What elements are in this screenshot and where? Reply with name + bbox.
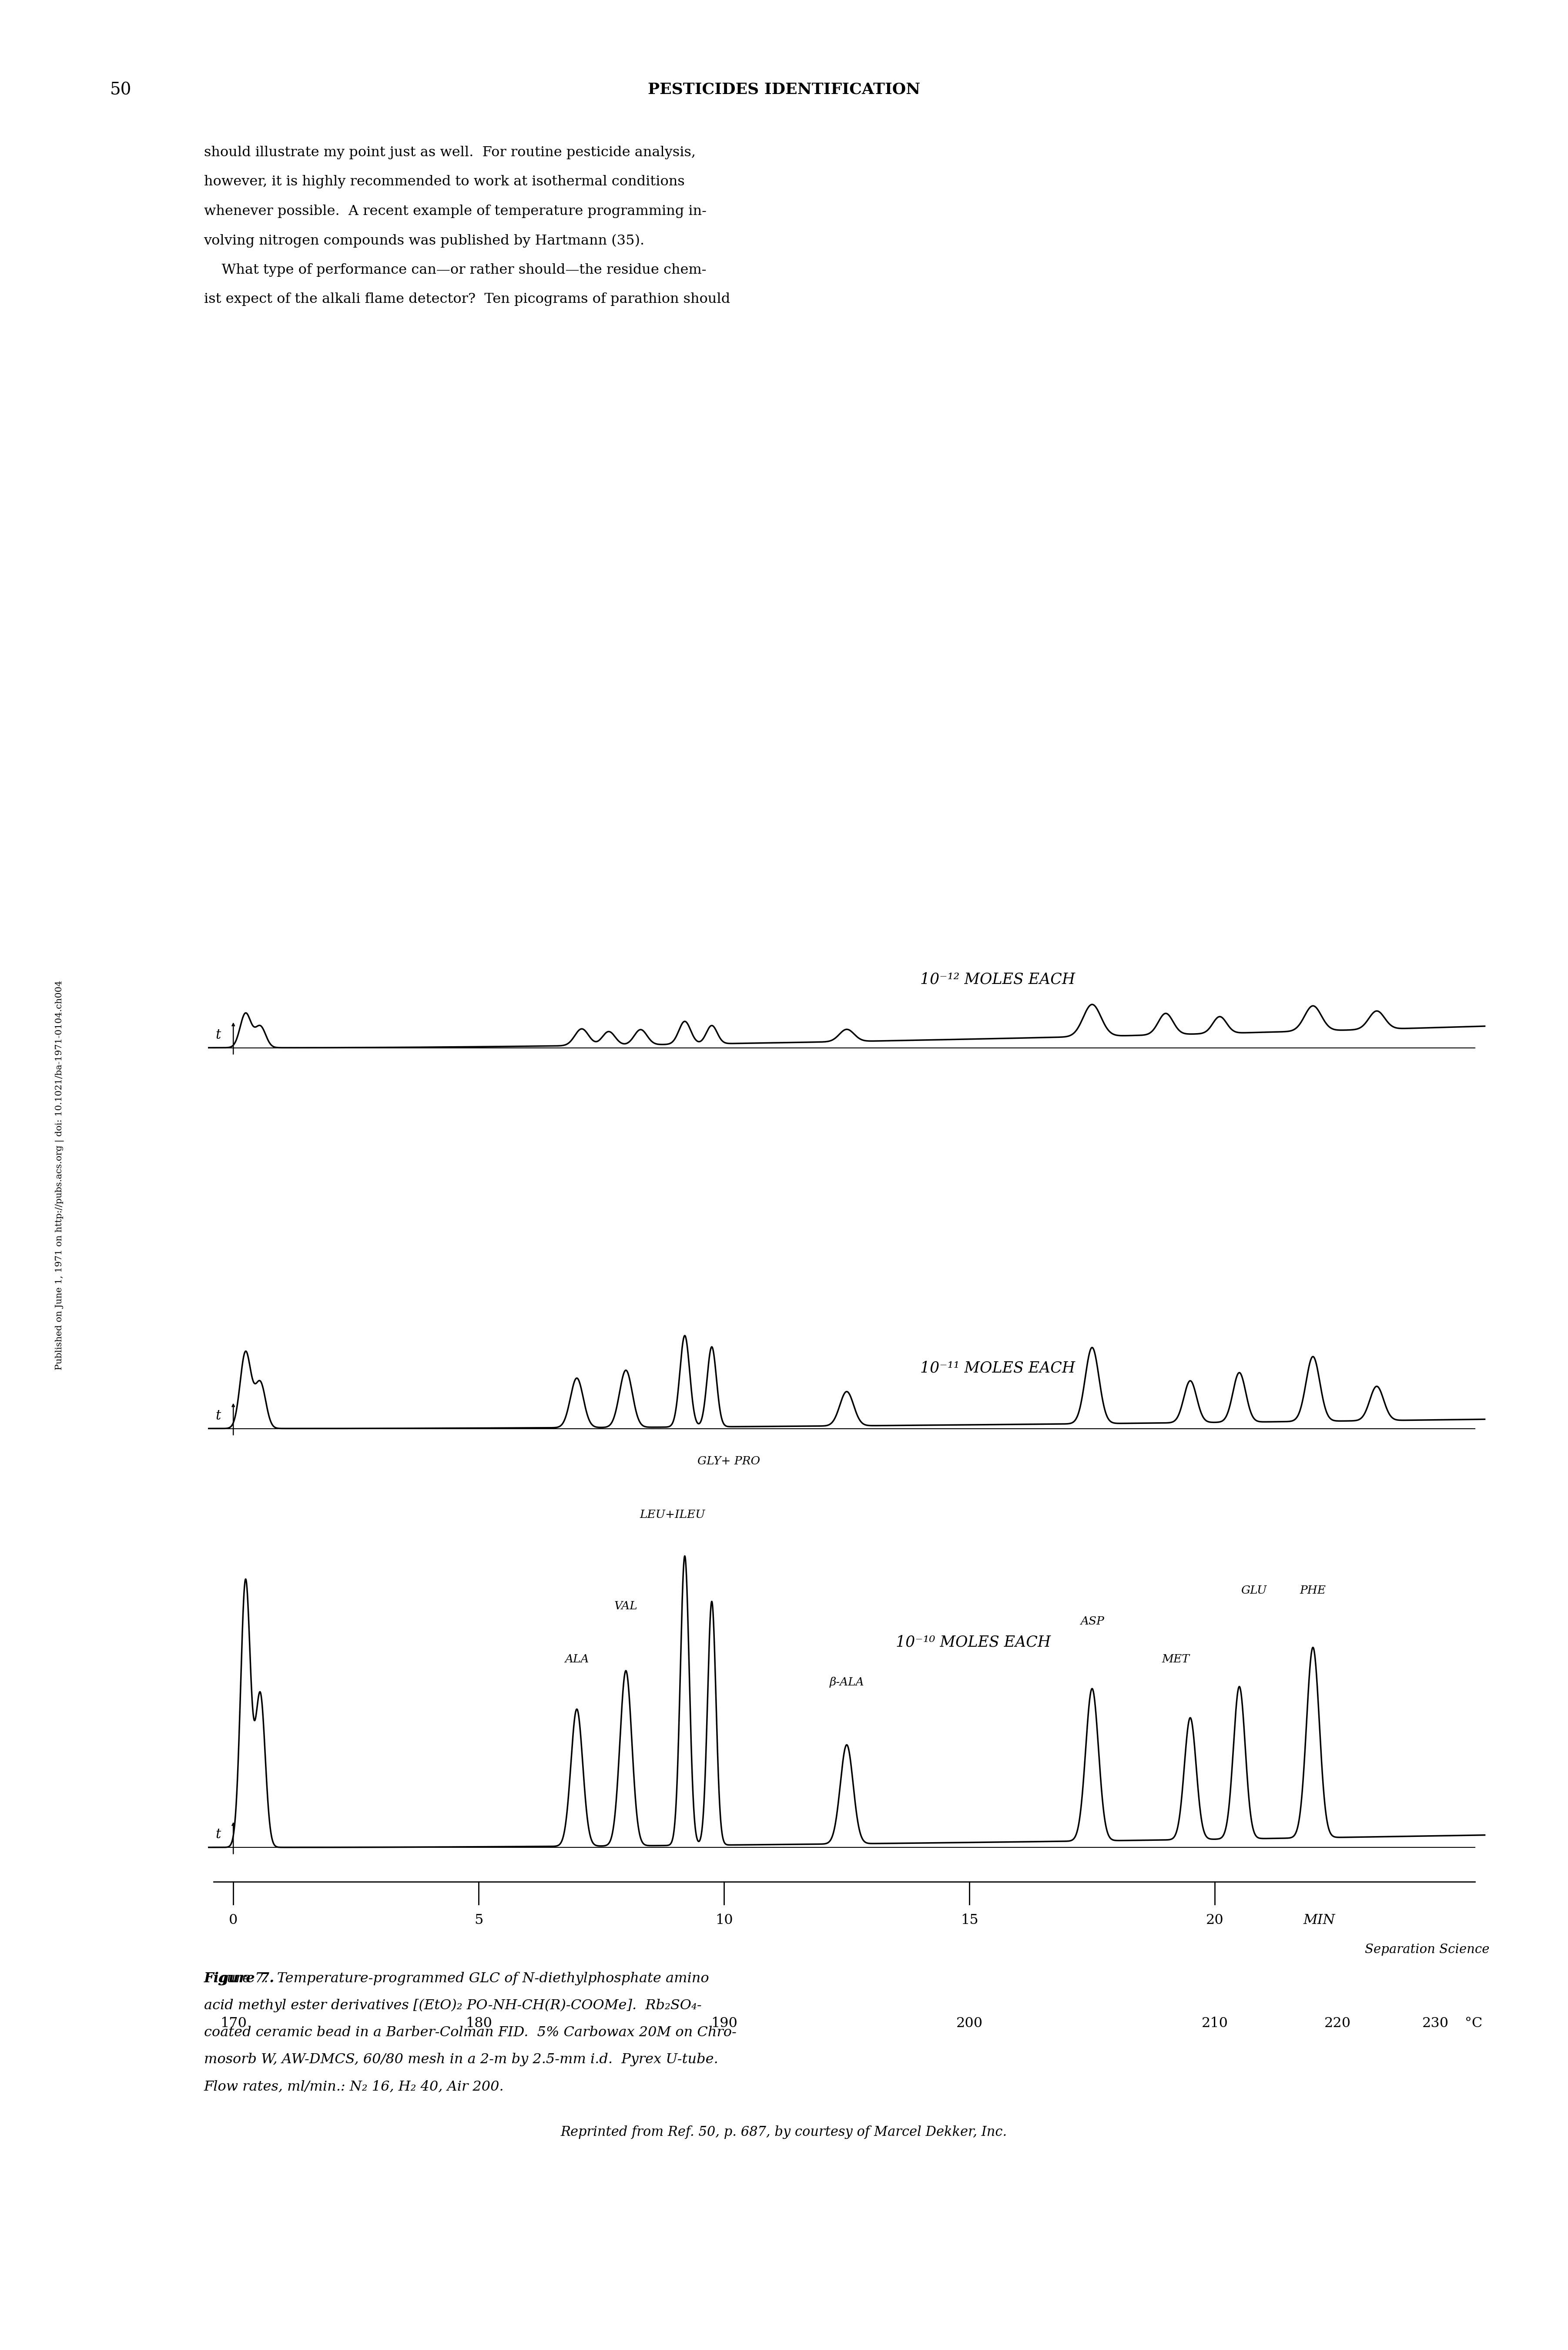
- Text: 0: 0: [229, 1913, 238, 1927]
- Text: 210: 210: [1201, 2016, 1228, 2030]
- Text: ist expect of the alkali flame detector?  Ten picograms of parathion should: ist expect of the alkali flame detector?…: [204, 294, 731, 306]
- Text: ALA: ALA: [564, 1654, 590, 1664]
- Text: 10⁻¹² MOLES EACH: 10⁻¹² MOLES EACH: [920, 973, 1076, 987]
- Text: VAL: VAL: [615, 1600, 638, 1612]
- Text: 170: 170: [220, 2016, 246, 2030]
- Text: 10⁻¹¹ MOLES EACH: 10⁻¹¹ MOLES EACH: [920, 1361, 1076, 1375]
- Text: ASP: ASP: [1080, 1617, 1104, 1626]
- Text: Separation Science: Separation Science: [1366, 1943, 1490, 1955]
- Text: MIN: MIN: [1303, 1913, 1334, 1927]
- Text: Figure 7.: Figure 7.: [204, 1972, 274, 1986]
- Text: coated ceramic bead in a Barber-Colman FID.  5% Carbowax 20M on Chro-: coated ceramic bead in a Barber-Colman F…: [204, 2026, 737, 2040]
- Text: What type of performance can—or rather should—the residue chem-: What type of performance can—or rather s…: [204, 263, 706, 277]
- Text: GLY+ PRO: GLY+ PRO: [698, 1455, 760, 1466]
- Text: GLU: GLU: [1242, 1586, 1267, 1596]
- Text: PHE: PHE: [1300, 1586, 1327, 1596]
- Text: LEU+ILEU: LEU+ILEU: [640, 1509, 706, 1520]
- Text: 10⁻¹⁰ MOLES EACH: 10⁻¹⁰ MOLES EACH: [895, 1636, 1051, 1650]
- Text: t: t: [216, 1828, 221, 1842]
- Text: 50: 50: [110, 82, 132, 99]
- Text: volving nitrogen compounds was published by Hartmann (35).: volving nitrogen compounds was published…: [204, 235, 644, 247]
- Text: mosorb W, AW-DMCS, 60/80 mesh in a 2-m by 2.5-mm i.d.  Pyrex U-tube.: mosorb W, AW-DMCS, 60/80 mesh in a 2-m b…: [204, 2054, 718, 2066]
- Text: whenever possible.  A recent example of temperature programming in-: whenever possible. A recent example of t…: [204, 204, 706, 219]
- Text: 10: 10: [715, 1913, 732, 1927]
- Text: 230: 230: [1422, 2016, 1449, 2030]
- Text: 180: 180: [466, 2016, 492, 2030]
- Text: 200: 200: [956, 2016, 983, 2030]
- Text: °C: °C: [1465, 2016, 1483, 2030]
- Text: however, it is highly recommended to work at isothermal conditions: however, it is highly recommended to wor…: [204, 176, 685, 188]
- Text: should illustrate my point just as well.  For routine pesticide analysis,: should illustrate my point just as well.…: [204, 146, 696, 160]
- Text: Figure 7.  Temperature-programmed GLC of N-diethylphosphate amino: Figure 7. Temperature-programmed GLC of …: [204, 1972, 709, 1986]
- Text: PESTICIDES IDENTIFICATION: PESTICIDES IDENTIFICATION: [648, 82, 920, 96]
- Text: t: t: [216, 1029, 221, 1041]
- Text: 15: 15: [961, 1913, 978, 1927]
- Text: β-ALA: β-ALA: [829, 1676, 864, 1687]
- Text: 20: 20: [1206, 1913, 1223, 1927]
- Text: Reprinted from Ref. 50, p. 687, by courtesy of Marcel Dekker, Inc.: Reprinted from Ref. 50, p. 687, by court…: [561, 2124, 1007, 2138]
- Text: 5: 5: [474, 1913, 483, 1927]
- Text: 190: 190: [710, 2016, 737, 2030]
- Text: Published on June 1, 1971 on http://pubs.acs.org | doi: 10.1021/ba-1971-0104.ch0: Published on June 1, 1971 on http://pubs…: [55, 980, 64, 1370]
- Text: acid methyl ester derivatives [(EtO)₂ PO-NH-CH(R)-COOMe].  Rb₂SO₄-: acid methyl ester derivatives [(EtO)₂ PO…: [204, 1998, 701, 2012]
- Text: t: t: [216, 1410, 221, 1422]
- Text: Flow rates, ml/min.: N₂ 16, H₂ 40, Air 200.: Flow rates, ml/min.: N₂ 16, H₂ 40, Air 2…: [204, 2080, 503, 2094]
- Text: 220: 220: [1323, 2016, 1350, 2030]
- Text: MET: MET: [1162, 1654, 1190, 1664]
